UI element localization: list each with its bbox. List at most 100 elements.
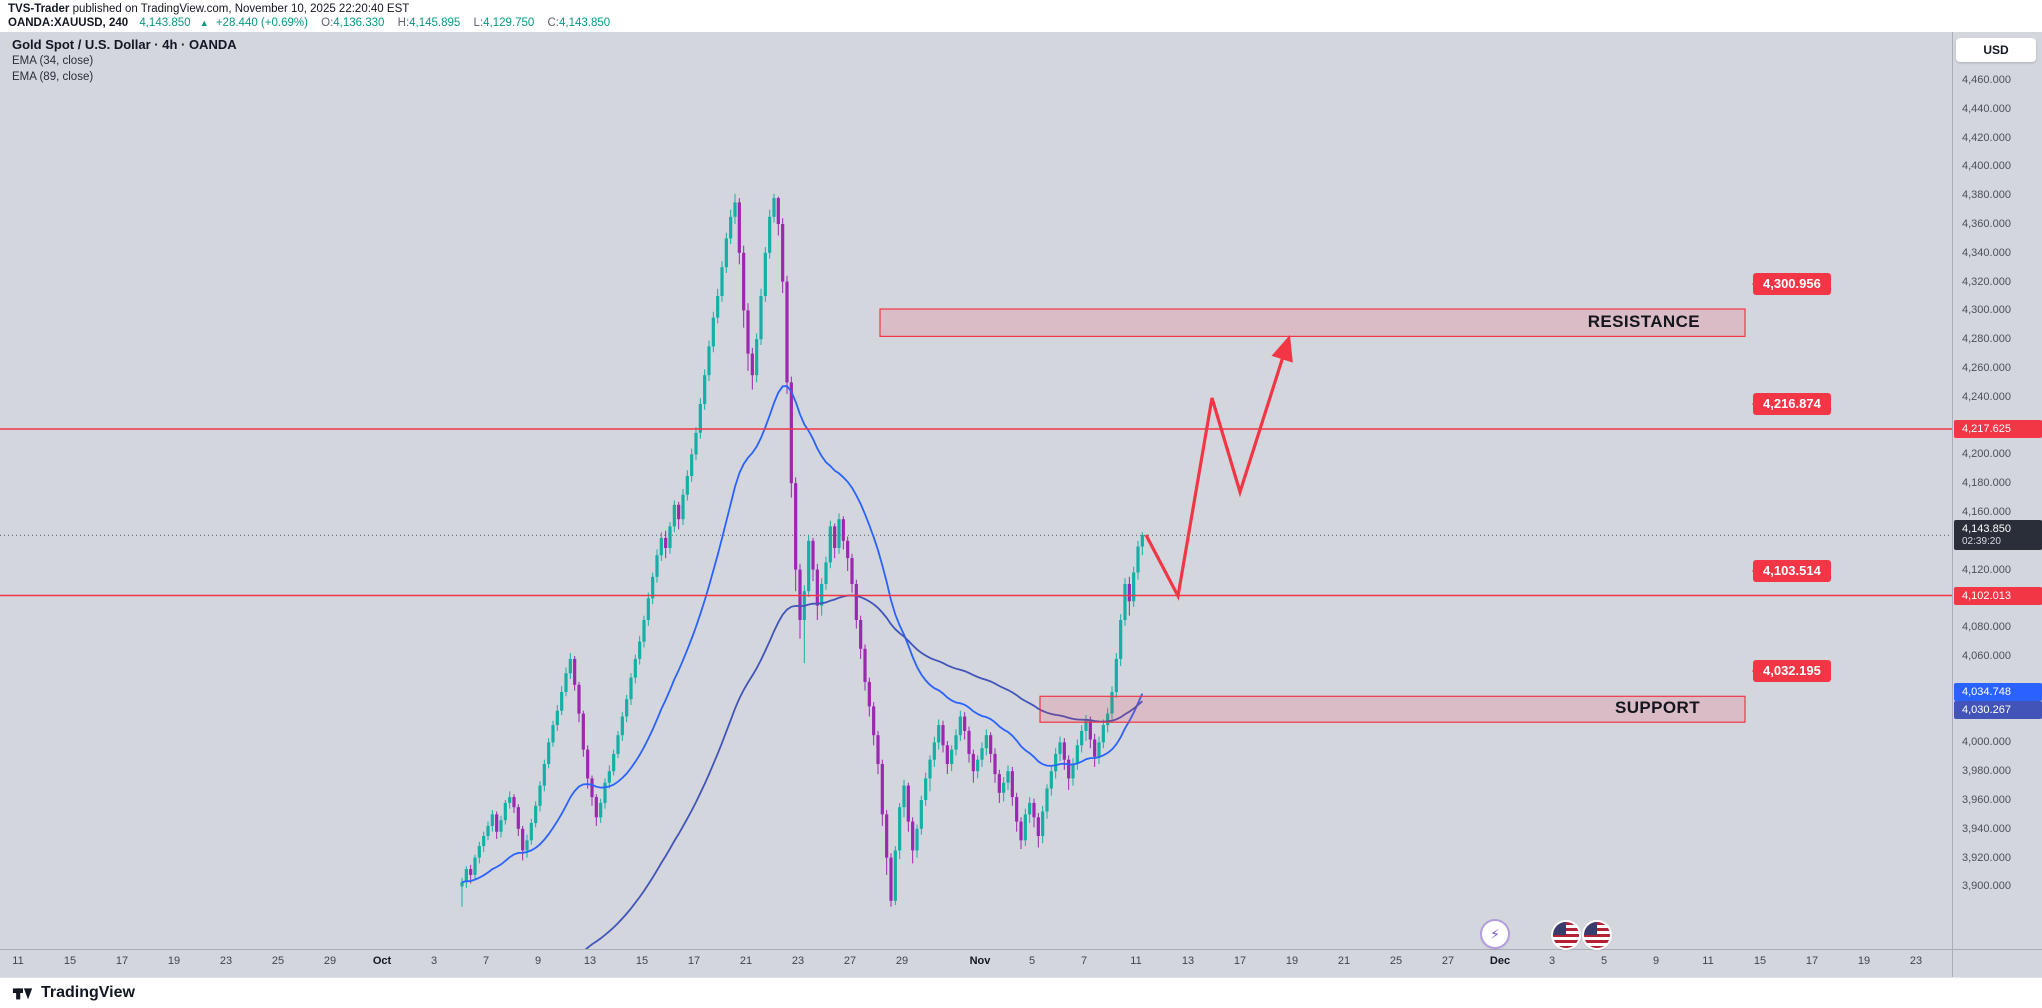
price-axis-label: 4,160.000 <box>1962 506 2011 518</box>
up-arrow-icon: ▲ <box>199 18 209 28</box>
published-text: published on TradingView.com, November 1… <box>72 3 410 15</box>
legend-indicator-ema34[interactable]: EMA (34, close) <box>12 55 94 67</box>
price-axis-label: 4,180.000 <box>1962 477 2011 490</box>
legend-title: Gold Spot / U.S. Dollar · 4h · OANDA <box>12 37 237 52</box>
price-axis-label: 3,920.000 <box>1962 851 2011 864</box>
symbol-info-bar: OANDA:XAUUSD, 240 4,143.850 ▲ +28.440 (+… <box>8 16 2042 31</box>
price-axis-label: 4,380.000 <box>1962 189 2011 202</box>
time-axis-label: 23 <box>1909 955 1923 967</box>
price-axis-label: 4,400.000 <box>1962 160 2011 173</box>
time-axis-label: 3 <box>1548 955 1556 967</box>
last-price-axis-value: 4,143.850 <box>1962 523 2011 536</box>
price-axis-label: 4,260.000 <box>1962 362 2011 374</box>
last-price-axis-label: 4,143.850 02:39:20 <box>1954 520 2042 551</box>
price-axis-label: 3,960.000 <box>1962 794 2011 806</box>
price-line-axis-label: 4,217.625 <box>1954 420 2042 439</box>
price-change: +28.440 (+0.69%) <box>215 17 308 29</box>
time-axis-label: 17 <box>115 955 129 967</box>
ema34-axis-label: 4,034.748 <box>1954 683 2042 701</box>
price-axis-label: 4,420.000 <box>1962 131 2011 144</box>
tradingview-brand: TradingView <box>41 984 135 1001</box>
time-axis-label: Dec <box>1489 955 1511 967</box>
time-axis-label: 11 <box>1130 955 1142 967</box>
time-axis-label: 11 <box>12 955 24 967</box>
time-axis-label: 7 <box>1080 955 1088 967</box>
time-axis-label: 27 <box>843 955 857 967</box>
time-axis-label: 23 <box>219 955 233 967</box>
price-axis-label: 4,300.000 <box>1962 304 2011 317</box>
time-axis-label: 13 <box>583 955 597 967</box>
price-target-badge[interactable]: 4,216.874 <box>1752 393 1831 416</box>
time-axis-label: 25 <box>271 955 285 967</box>
time-axis-label: 9 <box>1652 955 1660 967</box>
price-target-badge[interactable]: 4,300.956 <box>1752 272 1831 295</box>
time-axis-label: 5 <box>1600 955 1608 967</box>
symbol-name: OANDA:XAUUSD, 240 <box>8 17 129 29</box>
price-axis-separator <box>1952 32 1953 977</box>
price-axis-label: 4,200.000 <box>1962 448 2011 461</box>
time-axis-label: 3 <box>430 955 438 967</box>
chart-legend: Gold Spot / U.S. Dollar · 4h · OANDA EMA… <box>12 36 237 85</box>
price-axis-label: 4,000.000 <box>1962 736 2011 749</box>
time-axis-label: 13 <box>1181 955 1195 967</box>
time-axis-label: 19 <box>1285 955 1299 967</box>
currency-button[interactable]: USD <box>1956 38 2036 62</box>
time-axis-label: 29 <box>895 955 909 967</box>
price-axis-label: 3,900.000 <box>1962 880 2011 893</box>
price-axis-label: 4,340.000 <box>1962 246 2011 259</box>
price-axis-label: 4,240.000 <box>1962 390 2011 403</box>
flag-canton <box>1584 922 1597 935</box>
ohlc-close: C:4,143.850 <box>547 17 611 29</box>
us-flag-event-icon[interactable] <box>1584 922 1610 948</box>
price-axis-label: 4,080.000 <box>1962 621 2011 634</box>
price-axis-label: 4,120.000 <box>1962 563 2011 576</box>
time-axis-label: 25 <box>1389 955 1403 967</box>
time-axis-label: 17 <box>1233 955 1247 967</box>
time-axis-label: 15 <box>635 955 649 967</box>
ema89-axis-label: 4,030.267 <box>1954 701 2042 719</box>
time-axis-label: 27 <box>1441 955 1455 967</box>
economic-event-lightning-icon[interactable]: ⚡ <box>1482 921 1508 947</box>
zone-label-resistance: RESISTANCE <box>1587 311 1700 331</box>
flag-canton <box>1553 922 1566 935</box>
time-axis-label: 15 <box>1753 955 1767 967</box>
time-axis-label: 23 <box>791 955 805 967</box>
price-axis-label: 4,320.000 <box>1962 275 2011 288</box>
time-axis-label: 9 <box>534 955 542 967</box>
price-axis-label: 4,360.000 <box>1962 218 2011 230</box>
time-axis-separator <box>0 949 2042 950</box>
last-price-value: 4,143.850 <box>139 17 191 29</box>
ohlc-low: L:4,129.750 <box>473 17 535 29</box>
time-axis-label: 15 <box>63 955 77 967</box>
publication-line: TVS-Trader published on TradingView.com,… <box>8 2 2042 16</box>
time-axis-label: 7 <box>482 955 490 967</box>
bar-countdown: 02:39:20 <box>1962 536 2001 548</box>
price-line-axis-label: 4,102.013 <box>1954 586 2042 605</box>
legend-indicator-ema89[interactable]: EMA (89, close) <box>12 71 94 83</box>
tradingview-logo-icon <box>12 988 33 1000</box>
price-target-badge[interactable]: 4,103.514 <box>1752 559 1831 582</box>
price-axis-label: 4,460.000 <box>1962 74 2011 86</box>
time-axis-label: 21 <box>739 955 753 967</box>
price-axis-label: 3,940.000 <box>1962 822 2011 835</box>
time-axis-label: 19 <box>1857 955 1871 967</box>
time-axis-label: Nov <box>969 955 991 967</box>
footer-bar: TradingView <box>0 977 2042 1008</box>
time-axis-label: 19 <box>167 955 181 967</box>
time-axis-label: 5 <box>1028 955 1036 967</box>
time-axis-label: Oct <box>372 955 392 967</box>
time-axis-label: 29 <box>323 955 337 967</box>
ohlc-open: O:4,136.330 <box>321 17 385 29</box>
time-axis-label: 17 <box>687 955 701 967</box>
time-axis-label: 21 <box>1337 955 1351 967</box>
price-axis-label: 4,280.000 <box>1962 333 2011 346</box>
publication-header: TVS-Trader published on TradingView.com,… <box>0 0 2042 32</box>
price-axis-label: 4,060.000 <box>1962 650 2011 662</box>
chart-background <box>0 32 2042 977</box>
price-target-badge[interactable]: 4,032.195 <box>1752 660 1831 683</box>
ohlc-high: H:4,145.895 <box>397 17 461 29</box>
us-flag-event-icon[interactable] <box>1553 922 1579 948</box>
author-name: TVS-Trader <box>8 3 70 15</box>
zone-label-support: SUPPORT <box>1615 698 1700 718</box>
